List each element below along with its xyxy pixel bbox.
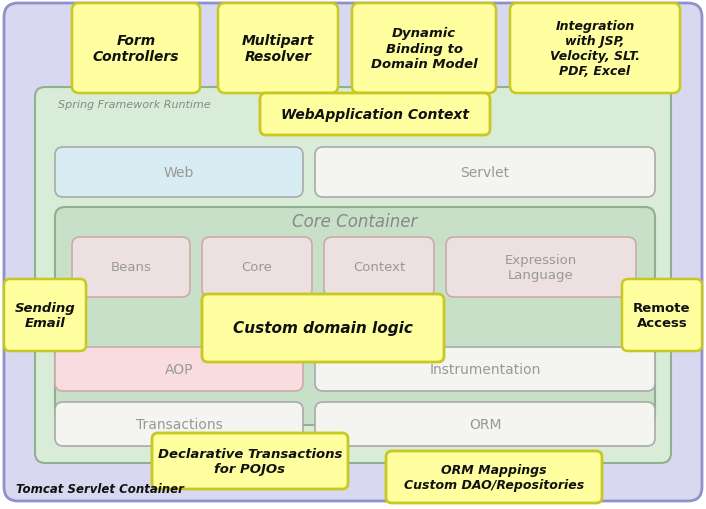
FancyBboxPatch shape <box>35 88 671 463</box>
Text: Form
Controllers: Form Controllers <box>92 34 179 64</box>
Text: Context: Context <box>353 261 405 274</box>
Text: Instrumentation: Instrumentation <box>429 362 541 376</box>
Text: ORM Mappings
Custom DAO/Repositories: ORM Mappings Custom DAO/Repositories <box>404 463 584 491</box>
Text: Multipart
Resolver: Multipart Resolver <box>241 34 314 64</box>
Text: Beans: Beans <box>111 261 152 274</box>
Text: Custom domain logic: Custom domain logic <box>233 321 413 336</box>
FancyBboxPatch shape <box>386 451 602 503</box>
Text: Expression
Language: Expression Language <box>505 253 577 281</box>
FancyBboxPatch shape <box>4 4 702 501</box>
FancyBboxPatch shape <box>315 148 655 197</box>
FancyBboxPatch shape <box>55 148 303 197</box>
FancyBboxPatch shape <box>352 4 496 94</box>
Text: Remote
Access: Remote Access <box>633 301 690 329</box>
FancyBboxPatch shape <box>72 238 190 297</box>
FancyBboxPatch shape <box>324 238 434 297</box>
Text: Tomcat Servlet Container: Tomcat Servlet Container <box>16 482 184 495</box>
Text: Sending
Email: Sending Email <box>15 301 76 329</box>
Text: Web: Web <box>164 165 194 180</box>
Text: Declarative Transactions
for POJOs: Declarative Transactions for POJOs <box>158 447 342 475</box>
FancyBboxPatch shape <box>315 347 655 391</box>
Text: Core Container: Core Container <box>292 213 418 231</box>
FancyBboxPatch shape <box>202 238 312 297</box>
FancyBboxPatch shape <box>4 279 86 351</box>
Text: Integration
with JSP,
Velocity, SLT.
PDF, Excel: Integration with JSP, Velocity, SLT. PDF… <box>550 20 640 78</box>
Text: Dynamic
Binding to
Domain Model: Dynamic Binding to Domain Model <box>371 27 477 70</box>
Text: Transactions: Transactions <box>136 417 222 431</box>
Text: WebApplication Context: WebApplication Context <box>281 108 469 122</box>
FancyBboxPatch shape <box>202 294 444 362</box>
FancyBboxPatch shape <box>55 208 655 425</box>
FancyBboxPatch shape <box>152 433 348 489</box>
Text: Servlet: Servlet <box>460 165 510 180</box>
Text: Spring Framework Runtime: Spring Framework Runtime <box>58 100 211 110</box>
FancyBboxPatch shape <box>510 4 680 94</box>
FancyBboxPatch shape <box>622 279 702 351</box>
FancyBboxPatch shape <box>315 402 655 446</box>
FancyBboxPatch shape <box>218 4 338 94</box>
Text: AOP: AOP <box>164 362 193 376</box>
FancyBboxPatch shape <box>55 347 303 391</box>
Text: ORM: ORM <box>469 417 501 431</box>
FancyBboxPatch shape <box>72 4 200 94</box>
FancyBboxPatch shape <box>260 94 490 136</box>
FancyBboxPatch shape <box>55 402 303 446</box>
Text: Core: Core <box>241 261 273 274</box>
FancyBboxPatch shape <box>446 238 636 297</box>
